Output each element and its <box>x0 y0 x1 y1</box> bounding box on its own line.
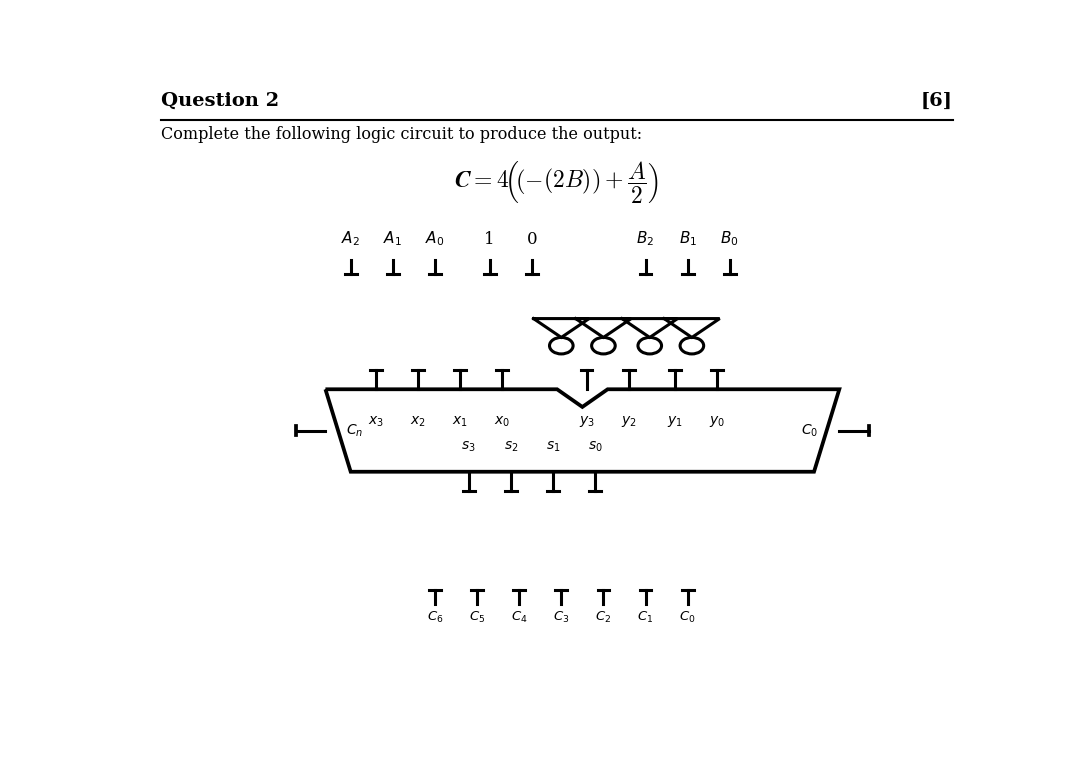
Text: $x_0$: $x_0$ <box>495 415 511 429</box>
Text: [6]: [6] <box>921 92 953 109</box>
Text: $C_3$: $C_3$ <box>553 610 570 625</box>
Text: $C_6$: $C_6$ <box>427 610 443 625</box>
Text: $y_3$: $y_3$ <box>578 414 595 429</box>
Text: $C_4$: $C_4$ <box>511 610 527 625</box>
Text: $\boldsymbol{C = 4}\!\left(\!\left(-(2B)\right)+\dfrac{A}{2}\right)$: $\boldsymbol{C = 4}\!\left(\!\left(-(2B)… <box>454 160 660 207</box>
Text: $B_1$: $B_1$ <box>678 230 697 248</box>
Text: $C_1$: $C_1$ <box>637 610 653 625</box>
Text: $A_0$: $A_0$ <box>425 230 445 248</box>
Text: $x_3$: $x_3$ <box>368 415 384 429</box>
Text: $y_2$: $y_2$ <box>621 414 637 429</box>
Text: 0: 0 <box>526 231 537 248</box>
Text: $B_0$: $B_0$ <box>721 230 739 248</box>
Text: $C_2$: $C_2$ <box>596 610 612 625</box>
Text: $y_1$: $y_1$ <box>667 414 683 429</box>
Text: $A_1$: $A_1$ <box>384 230 402 248</box>
Text: Complete the following logic circuit to produce the output:: Complete the following logic circuit to … <box>161 126 642 143</box>
Text: $s_1$: $s_1$ <box>546 440 560 454</box>
Text: $C_5$: $C_5$ <box>468 610 485 625</box>
Text: 1: 1 <box>485 231 495 248</box>
Text: $s_2$: $s_2$ <box>503 440 518 454</box>
Text: $C_n$: $C_n$ <box>347 422 364 438</box>
Text: $A_2$: $A_2$ <box>341 230 360 248</box>
Text: Question 2: Question 2 <box>161 92 279 109</box>
Text: $s_0$: $s_0$ <box>588 440 602 454</box>
Text: $C_0$: $C_0$ <box>801 422 819 438</box>
Text: $y_0$: $y_0$ <box>709 414 725 429</box>
Text: $x_2$: $x_2$ <box>410 415 426 429</box>
Text: $B_2$: $B_2$ <box>637 230 654 248</box>
Text: $C_0$: $C_0$ <box>679 610 696 625</box>
Text: $x_1$: $x_1$ <box>452 415 468 429</box>
Text: $s_3$: $s_3$ <box>461 440 476 454</box>
